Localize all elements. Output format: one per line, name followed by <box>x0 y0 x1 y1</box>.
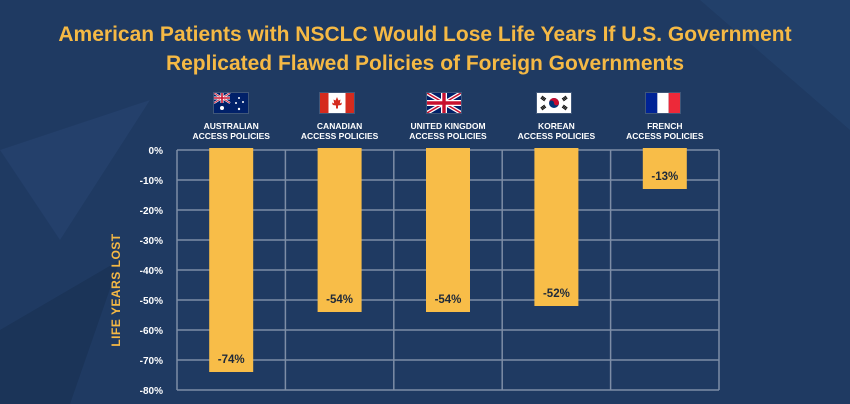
data-label: -52% <box>543 288 570 300</box>
france-flag-icon <box>646 93 680 113</box>
y-tick-label: -60% <box>140 326 163 337</box>
category-label: ACCESS POLICIES <box>518 131 596 141</box>
bar <box>426 148 470 312</box>
bar <box>534 148 579 306</box>
y-tick-label: 0% <box>149 146 164 157</box>
y-tick-label: -20% <box>140 206 163 217</box>
page-title: American Patients with NSCLC Would Lose … <box>0 20 850 78</box>
category-label: AUSTRALIAN <box>204 121 259 131</box>
y-tick-label: -70% <box>140 356 163 367</box>
y-tick-label: -50% <box>140 296 163 307</box>
category-label: FRENCH <box>647 121 682 131</box>
bar <box>317 148 362 312</box>
data-label: -13% <box>651 171 678 183</box>
category-label: ACCESS POLICIES <box>409 131 487 141</box>
title-line-2: Replicated Flawed Policies of Foreign Go… <box>165 52 685 75</box>
y-tick-label: -80% <box>140 386 163 397</box>
category-label: CANADIAN <box>317 121 362 131</box>
category-label: KOREAN <box>538 121 575 131</box>
canada-flag-icon <box>320 93 354 113</box>
y-tick-label: -10% <box>140 176 163 187</box>
data-label: -74% <box>218 354 245 366</box>
category-label: ACCESS POLICIES <box>626 131 704 141</box>
y-tick-label: -30% <box>140 236 163 247</box>
data-label: -54% <box>435 294 462 306</box>
category-label: ACCESS POLICIES <box>192 131 270 141</box>
bar <box>209 148 254 372</box>
australia-flag-icon <box>214 93 248 113</box>
bar <box>642 148 687 189</box>
y-tick-label: -40% <box>140 266 163 277</box>
y-axis-title: LIFE YEARS LOST <box>109 233 123 346</box>
category-label: UNITED KINGDOM <box>410 121 485 131</box>
uk-flag-icon <box>427 93 461 113</box>
title-line-1: American Patients with NSCLC Would Lose … <box>58 23 792 46</box>
korea-flag-icon <box>537 93 571 113</box>
data-label: -54% <box>326 294 353 306</box>
category-label: ACCESS POLICIES <box>301 131 379 141</box>
